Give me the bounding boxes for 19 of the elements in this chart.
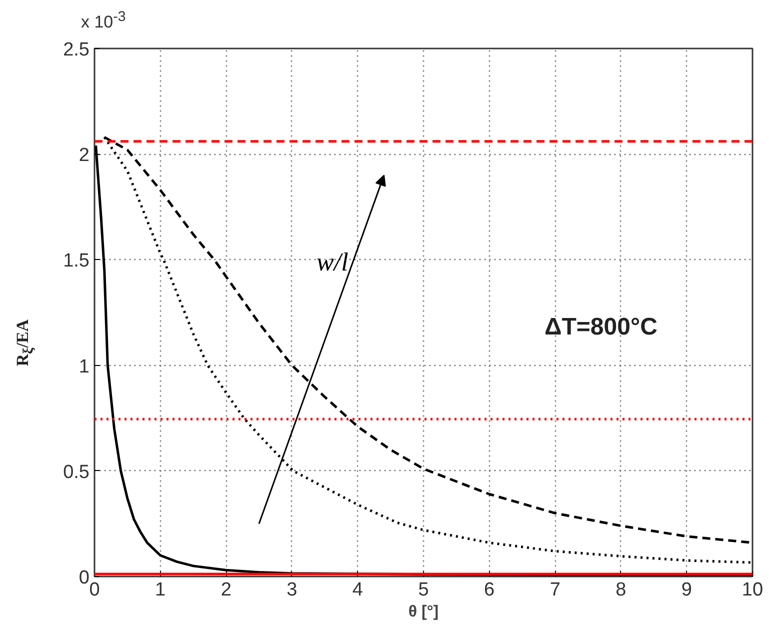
x-tick-label: 2	[220, 580, 232, 600]
x-tick-label: 8	[616, 580, 626, 600]
x-tick-label: 6	[484, 580, 495, 600]
x-tick-label: 9	[681, 580, 692, 600]
text: x 10$^{-3}$	[81, 8, 126, 34]
x-tick-label: 10	[742, 580, 764, 600]
y-tick-label: 0.5	[63, 462, 90, 483]
y-tick-label: 2.5	[63, 40, 90, 60]
y-tick-label: 1.5	[63, 250, 90, 272]
x-tick-label: 3	[286, 580, 298, 600]
annotation: w/l	[316, 248, 348, 276]
y-tick-label: 2	[78, 145, 90, 166]
annotation: ΔT=800°C	[544, 314, 658, 340]
x-axis-title: θ [°]	[408, 604, 439, 620]
x-tick-label: 4	[352, 580, 364, 600]
x-tick-label: 1	[155, 580, 166, 600]
y-tick-label: 1	[78, 356, 90, 378]
x-tick-label: 5	[418, 580, 429, 600]
x-tick-label: 7	[550, 580, 560, 600]
